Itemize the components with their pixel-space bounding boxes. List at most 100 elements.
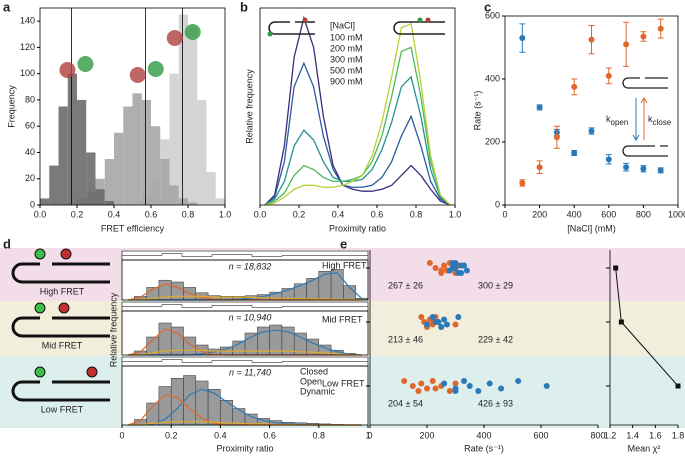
histogram-bar xyxy=(58,106,68,205)
histogram-bar xyxy=(104,159,114,205)
rate-point xyxy=(443,321,450,328)
histogram-bar xyxy=(169,185,179,205)
x-tick-label: 0.6 xyxy=(145,209,158,219)
dye-icon xyxy=(184,24,201,40)
x-axis-label: FRET efficiency xyxy=(101,223,165,233)
x-tick-label: 0.2 xyxy=(293,209,306,219)
rate-point xyxy=(455,314,462,320)
y-tick-label: 0 xyxy=(495,199,500,209)
histogram-bar xyxy=(132,93,142,205)
rate-point xyxy=(515,378,522,384)
series-line xyxy=(264,61,451,206)
rate-point xyxy=(441,262,448,269)
dye-icon xyxy=(34,366,46,378)
point xyxy=(588,36,595,43)
x-tick-label: 200 xyxy=(532,209,547,219)
x-tick-label: 400 xyxy=(567,209,582,219)
plot-frame xyxy=(121,259,369,301)
x-axis-label: Proximity ratio xyxy=(329,223,386,233)
x-tick-label: 0 xyxy=(119,430,124,440)
hairpin-icon xyxy=(393,21,445,35)
histogram-bar xyxy=(40,198,50,205)
x-tick-label: 0.8 xyxy=(410,209,423,219)
y-axis-label: Rate (s⁻¹) xyxy=(472,91,482,131)
dye-icon xyxy=(417,17,423,23)
dye-icon xyxy=(86,366,98,378)
fit-line xyxy=(128,295,362,301)
rate-point xyxy=(449,265,456,271)
x-tick-label: 0.2 xyxy=(165,430,178,440)
rate-point xyxy=(441,380,448,387)
y-axis-label: Relative frequency xyxy=(244,69,254,144)
point xyxy=(605,156,612,163)
y-tick-label: 600 xyxy=(485,10,500,20)
y-tick-label: 40 xyxy=(25,147,35,157)
rate-point xyxy=(438,324,445,330)
histogram-bar xyxy=(169,73,179,206)
residual-trace xyxy=(122,304,368,308)
rate-point xyxy=(463,267,470,274)
rate-point xyxy=(409,383,416,389)
x-tick-label: 800 xyxy=(636,209,651,219)
series-line xyxy=(264,15,451,206)
point xyxy=(657,25,664,32)
rate-subscript: close xyxy=(653,118,672,127)
point xyxy=(571,150,578,157)
histogram-bar xyxy=(244,332,258,356)
histogram-bar xyxy=(141,99,151,205)
plot-frame xyxy=(39,7,226,206)
legend-entry: Closed xyxy=(300,366,328,376)
legend-entry: Open xyxy=(300,376,322,386)
point xyxy=(640,165,647,172)
point xyxy=(623,164,630,171)
rate-symbol: k xyxy=(606,114,611,124)
x-tick-label: 0 xyxy=(367,430,372,440)
x-tick-label: 0 xyxy=(502,209,507,219)
rate-point xyxy=(424,385,430,392)
rate-arrow xyxy=(632,98,640,142)
x-tick-label: 1.4 xyxy=(626,430,639,440)
series-line xyxy=(264,75,451,206)
y-tick-label: 200 xyxy=(485,136,500,146)
y-tick-label: 80 xyxy=(25,94,35,104)
y-tick-label: 100 xyxy=(20,68,35,78)
rate-point xyxy=(432,265,439,271)
x-axis-label: [NaCl] (mM) xyxy=(567,223,616,233)
rate-subscript: open xyxy=(611,118,629,127)
x-tick-label: 0.4 xyxy=(332,209,345,219)
n-label: n = 18,832 xyxy=(229,261,272,271)
panel-letter: b xyxy=(240,0,248,14)
point xyxy=(623,41,630,48)
legend-entry: 100 mM xyxy=(330,32,363,42)
dye-icon xyxy=(60,248,72,260)
rate-point xyxy=(441,316,448,323)
rate-point xyxy=(452,388,459,394)
dye-icon xyxy=(267,31,273,37)
rate-point xyxy=(429,314,436,320)
point xyxy=(640,33,647,40)
rate-point xyxy=(446,388,453,394)
hairpin-icon xyxy=(11,380,110,402)
point xyxy=(588,127,595,134)
histogram-bar xyxy=(178,198,188,205)
x-tick-label: 1.0 xyxy=(449,209,462,219)
panel-letter: a xyxy=(3,0,11,14)
rate-annotation: kclose xyxy=(648,114,672,127)
x-tick-label: 0.4 xyxy=(214,430,227,440)
legend-entry: 300 mM xyxy=(330,54,363,64)
rate-point xyxy=(429,378,436,384)
x-tick-label: 0.0 xyxy=(254,209,267,219)
residual-trace xyxy=(122,359,368,363)
x-tick-label: 200 xyxy=(419,430,434,440)
closed-label: 229 ± 42 xyxy=(478,334,513,344)
x-tick-label: 0.0 xyxy=(34,209,47,219)
x-tick-label: 800 xyxy=(590,430,605,440)
series-line xyxy=(264,22,451,206)
rate-point xyxy=(424,321,430,328)
rate-point xyxy=(461,378,468,384)
rate-annotation: kopen xyxy=(606,114,628,127)
y-axis-label: Relative frequency xyxy=(108,292,118,367)
open-label: 213 ± 46 xyxy=(388,334,423,344)
x-tick-label: 1.6 xyxy=(649,430,662,440)
panel-letter: e xyxy=(340,236,347,251)
